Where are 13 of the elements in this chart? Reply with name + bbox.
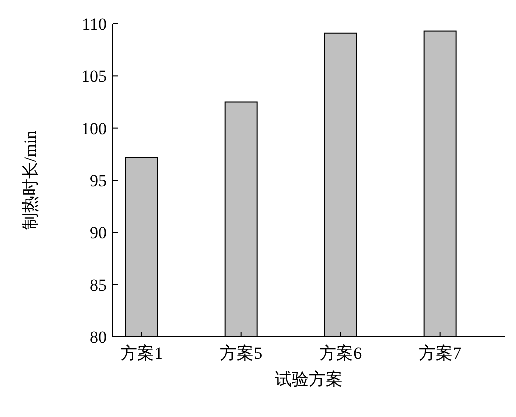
y-axis-title: 制热时长/min [21,130,40,230]
x-tick-label: 方案5 [220,344,263,363]
y-tick-label: 90 [90,224,107,243]
y-tick-label: 85 [90,276,107,295]
y-tick-label: 95 [90,172,107,190]
y-tick-label: 105 [82,67,107,86]
y-tick-label: 100 [82,119,107,138]
x-axis-title: 试验方案 [275,370,343,389]
y-tick-label: 80 [90,328,107,347]
y-tick-label: 110 [82,15,107,34]
x-tick-label: 方案1 [120,344,164,363]
x-tick-label: 方案7 [419,344,462,363]
x-tick-label: 方案6 [320,344,362,363]
